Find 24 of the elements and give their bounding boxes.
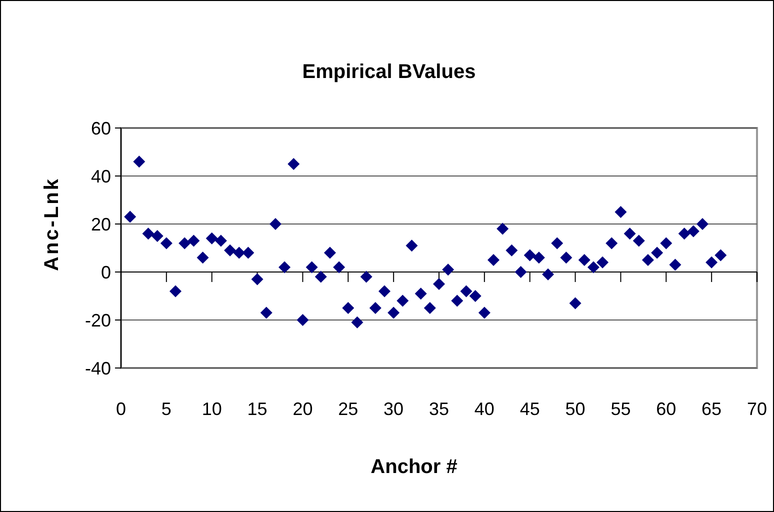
y-tick-label: 60 <box>90 118 111 138</box>
y-tick-label: -20 <box>84 310 111 330</box>
x-tick-label: 55 <box>610 399 631 419</box>
y-tick-label: 40 <box>90 166 111 186</box>
x-tick-label: 10 <box>202 399 222 419</box>
y-tick-label: 20 <box>90 214 111 234</box>
x-tick-label: 40 <box>474 399 494 419</box>
x-tick-label: 20 <box>292 399 313 419</box>
x-tick-label: 45 <box>520 399 540 419</box>
x-axis-title: Anchor # <box>370 456 458 478</box>
x-tick-label: 30 <box>384 399 404 419</box>
x-tick-label: 5 <box>161 399 172 419</box>
x-tick-label: 70 <box>746 399 768 419</box>
y-axis-title: Anc-Lnk <box>41 177 63 271</box>
x-tick-label: 65 <box>702 399 722 419</box>
x-tick-label: 15 <box>247 399 268 419</box>
x-tick-label: 0 <box>116 399 126 419</box>
x-tick-label: 60 <box>656 399 676 419</box>
chart-title: Empirical BValues <box>302 61 476 83</box>
x-tick-label: 50 <box>565 399 586 419</box>
y-tick-label: -40 <box>84 358 111 378</box>
y-tick-label: 0 <box>100 262 111 282</box>
x-tick-label: 35 <box>428 399 450 419</box>
x-tick-label: 25 <box>338 399 358 419</box>
